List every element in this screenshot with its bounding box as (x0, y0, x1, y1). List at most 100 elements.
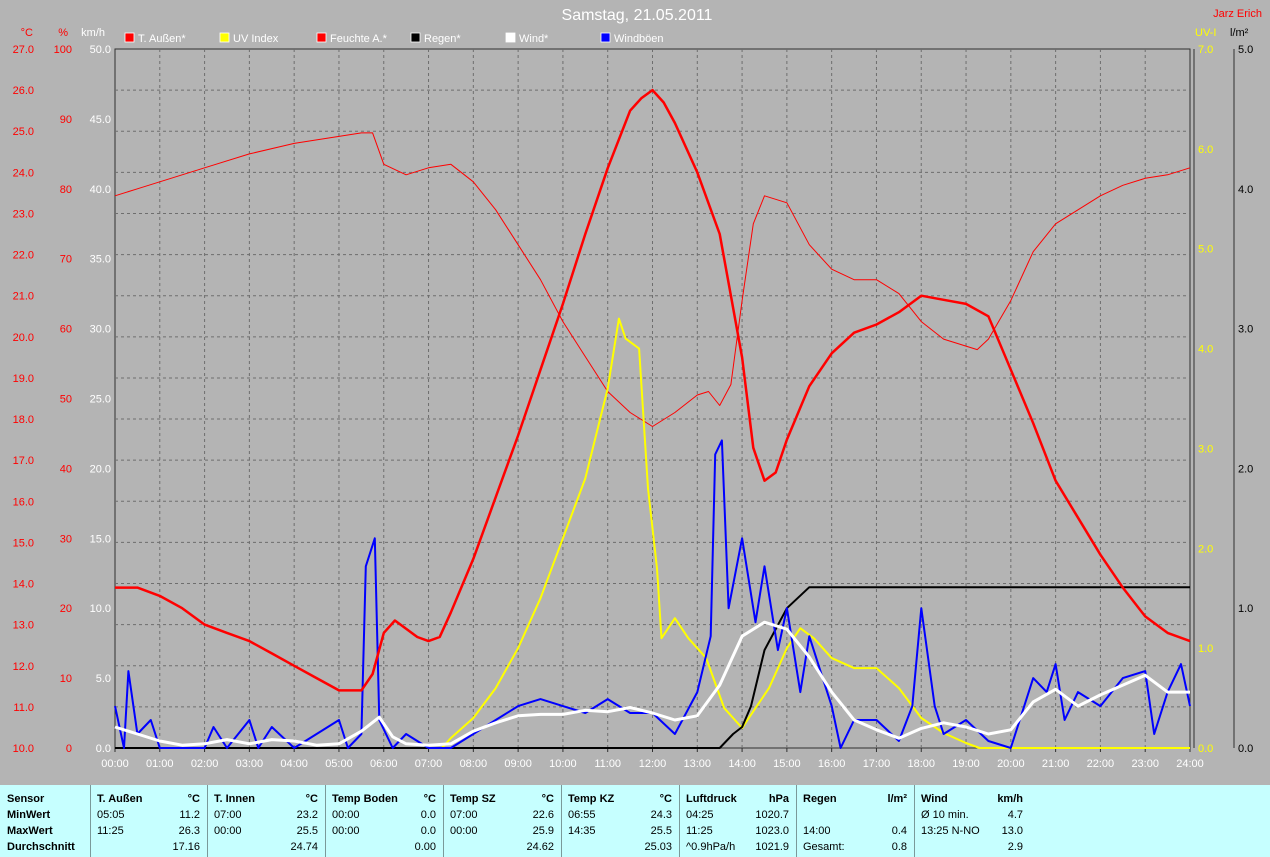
legend-entry: Feuchte A.* (330, 33, 388, 45)
x-axis-tick: 06:00 (370, 758, 398, 770)
stats-value: 24.3 (650, 809, 672, 821)
legend-entry: UV Index (233, 33, 279, 45)
grid-lines (115, 49, 1190, 748)
uv-axis-unit: UV-I (1195, 27, 1216, 39)
stats-value: 1023.0 (755, 825, 789, 837)
stats-value: 0.0 (420, 825, 436, 837)
stats-value: 1021.9 (755, 841, 789, 853)
stats-row: 14:00 0.4 (797, 823, 915, 839)
stats-time: 04:25 (686, 809, 714, 821)
stats-value: 25.03 (644, 841, 672, 853)
temp-axis-tick: 13.0 (13, 620, 34, 632)
stats-unit: °C (423, 793, 436, 805)
x-axis-tick: 21:00 (1042, 758, 1070, 770)
rain-axis-tick: 1.0 (1238, 603, 1253, 615)
stats-time: 13:25 N-NO (921, 825, 980, 837)
series-line-uv-index (115, 317, 1190, 749)
stats-time: 06:55 (568, 809, 596, 821)
stats-time: Ø 10 min. (921, 809, 969, 821)
stats-row: 14:35 25.5 (562, 823, 680, 839)
legend-swatch (505, 32, 516, 43)
stats-row: Ø 10 min. 4.7 (915, 807, 1031, 823)
x-axis-tick: 01:00 (146, 758, 174, 770)
rain-axis-tick: 2.0 (1238, 463, 1253, 475)
x-axis-tick: 14:00 (728, 758, 756, 770)
stats-unit: l/m² (887, 793, 907, 805)
temp-axis-tick: 25.0 (13, 126, 34, 138)
temp-axis-tick: 10.0 (13, 743, 34, 755)
stats-value: 23.2 (296, 809, 318, 821)
x-axis-tick: 15:00 (773, 758, 801, 770)
stats-time: 14:35 (568, 825, 596, 837)
humidity-axis-tick: 80 (60, 184, 72, 196)
temp-axis-tick: 23.0 (13, 208, 34, 220)
x-axis-tick: 24:00 (1176, 758, 1204, 770)
stats-row: Durchschnitt (0, 839, 90, 855)
stats-row: 05:05 11.2 (91, 807, 208, 823)
stats-group: Wind km/h Ø 10 min. 4.7 13:25 N-NO 13.0 2.9 (914, 785, 1031, 857)
rain-axis-unit: l/m² (1230, 27, 1249, 39)
legend-swatch (124, 32, 135, 43)
stats-sensor-name: Temp Boden (332, 793, 398, 805)
stats-sensor-name: Temp SZ (450, 793, 496, 805)
stats-row: 2.9 (915, 839, 1031, 855)
x-axis-tick: 00:00 (101, 758, 129, 770)
stats-label: MinWert (7, 809, 51, 821)
stats-row: 13:25 N-NO 13.0 (915, 823, 1031, 839)
legend-entry: T. Außen* (138, 33, 186, 45)
wind-axis-tick: 25.0 (90, 394, 111, 406)
x-axis-tick: 16:00 (818, 758, 846, 770)
temp-axis-tick: 14.0 (13, 579, 34, 591)
stats-row: Gesamt: 0.8 (797, 839, 915, 855)
stats-value: 26.3 (178, 825, 200, 837)
humidity-axis-tick: 30 (60, 533, 72, 545)
humidity-axis-tick: 40 (60, 463, 72, 475)
series-line-t-au-en (115, 88, 1191, 692)
stats-header-row: Temp SZ °C (444, 791, 562, 807)
temp-axis-tick: 20.0 (13, 332, 34, 344)
x-axis-tick: 08:00 (460, 758, 488, 770)
x-axis-tick: 17:00 (863, 758, 891, 770)
uv-axis-tick: 2.0 (1198, 543, 1213, 555)
stats-value: 0.4 (891, 825, 907, 837)
x-axis-tick: 04:00 (280, 758, 308, 770)
stats-time: 05:05 (97, 809, 125, 821)
stats-row: 17.16 (91, 839, 208, 855)
temp-axis: 10.0 11.0 12.0 13.0 14.0 15.0 16.0 17.0 18.0 19.0… (13, 27, 34, 755)
stats-value: 13.0 (1001, 825, 1023, 837)
stats-value: 11.2 (179, 809, 200, 821)
stats-header-row: Wind km/h (915, 791, 1031, 807)
temp-axis-tick: 17.0 (13, 455, 34, 467)
uv-axis-tick: 7.0 (1198, 44, 1213, 56)
humidity-axis-tick: 90 (60, 114, 72, 126)
stats-sensor-name: T. Innen (214, 793, 255, 805)
stats-sensor-name: Temp KZ (568, 793, 615, 805)
x-axis-tick: 02:00 (191, 758, 219, 770)
wind-axis: 0.0 5.0 10.0 15.0 20.0 25.0 30.0 35.0 40.0 45.0 50… (81, 27, 111, 755)
uv-axis: 0.0 1.0 2.0 3.0 4.0 5.0 6.0 7.0 UV-I (1195, 27, 1216, 755)
stats-time: 14:00 (803, 825, 831, 837)
rain-axis: 0.0 1.0 2.0 3.0 4.0 5.0 l/m² (1230, 27, 1253, 755)
temp-axis-tick: 27.0 (13, 44, 34, 56)
uv-axis-tick: 1.0 (1198, 643, 1213, 655)
uv-axis-tick: 4.0 (1198, 344, 1213, 356)
humidity-axis-tick: 0 (66, 743, 72, 755)
stats-header-row: T. Außen °C (91, 791, 208, 807)
temp-axis-tick: 24.0 (13, 167, 34, 179)
stats-value: 1020.7 (755, 809, 789, 821)
stats-sensor-name: Wind (921, 793, 948, 805)
x-axis-tick: 03:00 (236, 758, 264, 770)
stats-row: 11:25 26.3 (91, 823, 208, 839)
stats-header-row: T. Innen °C (208, 791, 326, 807)
stats-value: 0.00 (414, 841, 436, 853)
legend-entry: Wind* (519, 33, 549, 45)
x-axis-tick: 18:00 (907, 758, 935, 770)
rain-axis-tick: 5.0 (1238, 44, 1253, 56)
chart-title: Samstag, 21.05.2011 (562, 7, 713, 24)
uv-axis-tick: 6.0 (1198, 144, 1213, 156)
temp-axis-tick: 15.0 (13, 537, 34, 549)
x-axis-tick: 13:00 (684, 758, 712, 770)
stats-group: Luftdruck hPa 04:25 1020.7 11:25 1023.0 ^0.9hP… (679, 785, 797, 857)
humidity-axis-tick: 100 (54, 44, 72, 56)
stats-header-row: Sensor (0, 791, 90, 807)
